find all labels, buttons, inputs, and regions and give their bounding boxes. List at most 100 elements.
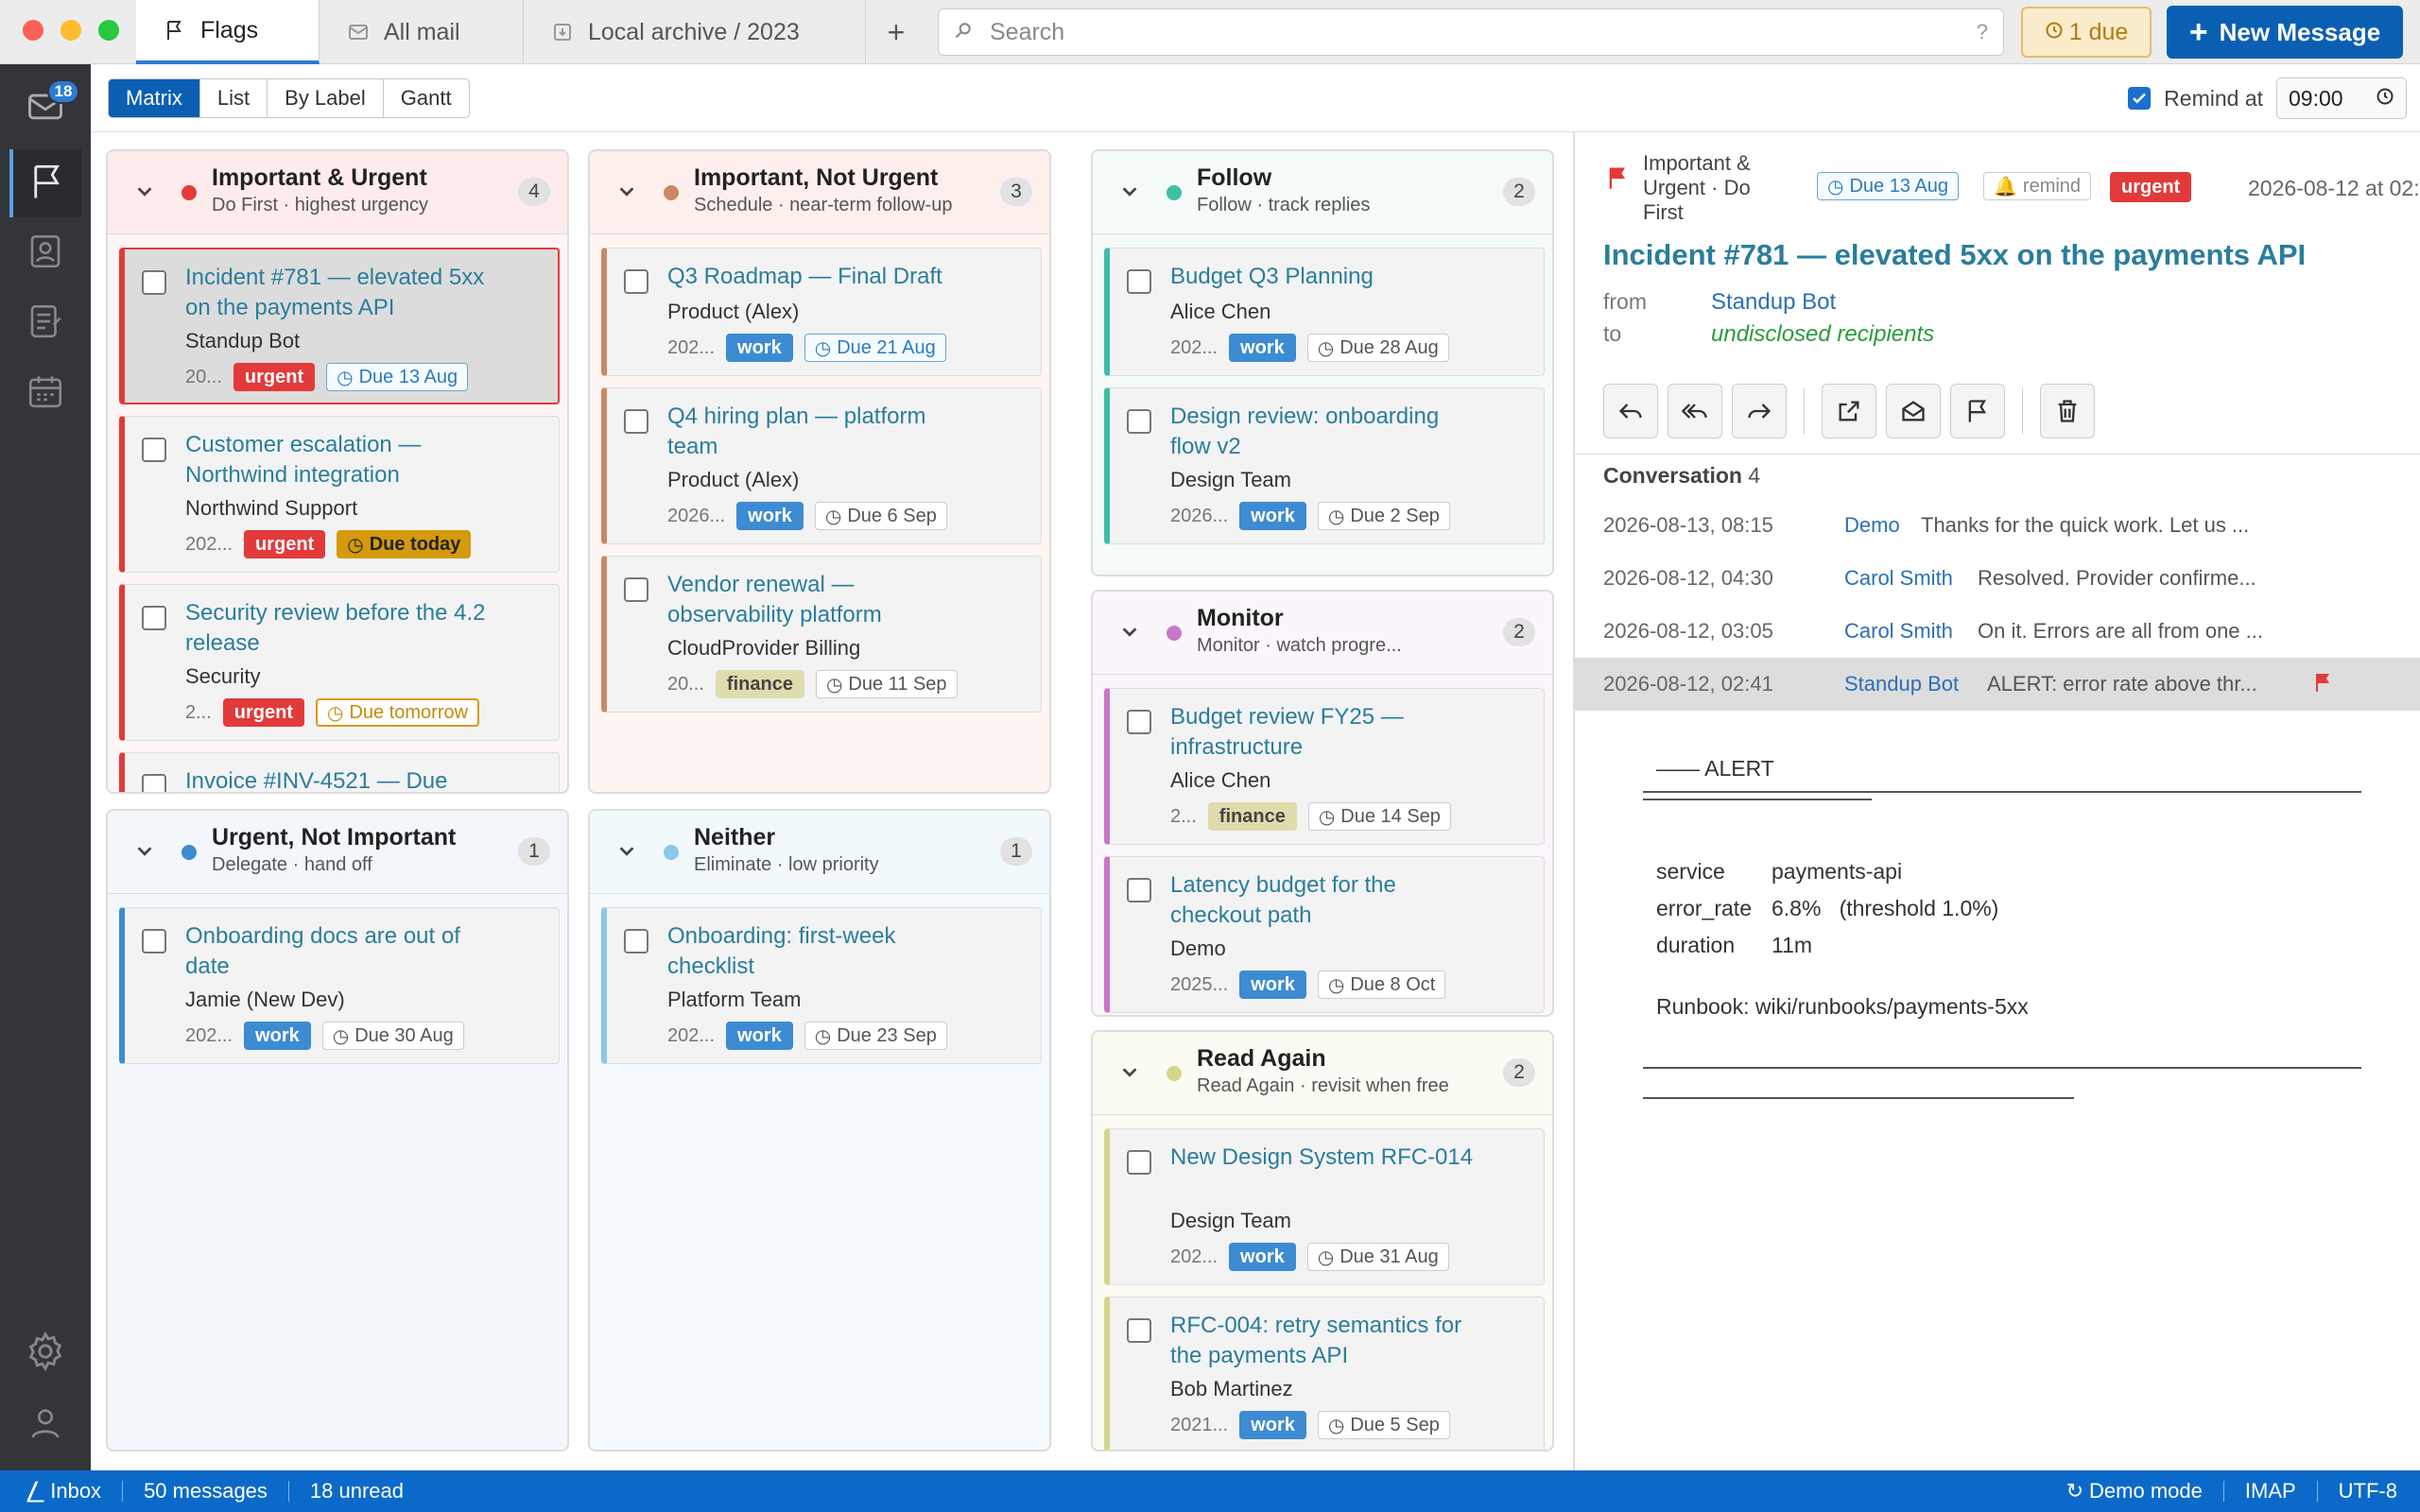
conversation-row[interactable]: 2026-08-12, 03:05 Carol Smith On it. Err… — [1575, 605, 2420, 658]
card-checkbox[interactable] — [1127, 409, 1151, 434]
flag-card[interactable]: Invoice #INV-4521 — Due — [119, 752, 560, 794]
card-title[interactable]: RFC-004: retry semantics for the payment… — [1170, 1313, 1462, 1368]
flag-card[interactable]: Budget review FY25 — infrastructure Alic… — [1104, 688, 1545, 845]
column-header[interactable]: Monitor Monitor · watch progre... 2 — [1093, 592, 1552, 675]
flag-card[interactable]: RFC-004: retry semantics for the payment… — [1104, 1297, 1545, 1450]
chevron-down-icon[interactable] — [1119, 1062, 1140, 1083]
flag-card[interactable]: New Design System RFC-014 Design Team 20… — [1104, 1128, 1545, 1285]
column-header[interactable]: Neither Eliminate · low priority 1 — [590, 811, 1049, 894]
due-button[interactable]: 1 due — [2021, 7, 2152, 58]
view-gantt[interactable]: Gantt — [400, 86, 452, 110]
rail-contacts-button[interactable] — [9, 219, 81, 287]
card-checkbox[interactable] — [624, 577, 648, 602]
view-by-label[interactable]: By Label — [268, 79, 384, 117]
status-mode[interactable]: ↻ Demo mode — [2046, 1479, 2223, 1503]
card-checkbox[interactable] — [1127, 269, 1151, 294]
card-checkbox[interactable] — [142, 270, 166, 295]
flag-button[interactable] — [1950, 384, 2005, 438]
card-checkbox[interactable] — [1127, 710, 1151, 734]
card-title[interactable]: Incident #781 — elevated 5xx on the paym… — [185, 265, 485, 320]
search-help-icon[interactable]: ? — [1976, 20, 1988, 43]
conversation-row[interactable]: 2026-08-13, 08:15 Demo Thanks for the qu… — [1575, 499, 2420, 552]
chevron-down-icon[interactable] — [616, 181, 637, 202]
card-title[interactable]: Customer escalation — Northwind integrat… — [185, 432, 422, 488]
tag-badge: urgent — [2110, 172, 2192, 202]
card-title[interactable]: Vendor renewal — observability platform — [667, 572, 882, 627]
card-checkbox[interactable] — [1127, 1318, 1151, 1343]
view-matrix[interactable]: Matrix — [109, 79, 200, 117]
card-checkbox[interactable] — [1127, 1150, 1151, 1175]
open-external-button[interactable] — [1822, 384, 1876, 438]
rail-notes-button[interactable] — [9, 289, 81, 357]
zoom-window-button[interactable] — [98, 20, 119, 41]
chevron-down-icon[interactable] — [134, 181, 155, 202]
reply-all-button[interactable] — [1668, 384, 1722, 438]
flag-card[interactable]: Security review before the 4.2 release S… — [119, 584, 560, 741]
flag-card[interactable]: Design review: onboarding flow v2 Design… — [1104, 387, 1545, 544]
flag-card[interactable]: Onboarding: first-week checklist Platfor… — [601, 907, 1042, 1064]
rail-calendar-button[interactable] — [9, 359, 81, 427]
column-header[interactable]: Read Again Read Again · revisit when fre… — [1093, 1032, 1552, 1115]
view-list[interactable]: List — [200, 79, 268, 117]
flag-card[interactable]: Budget Q3 Planning Alice Chen 202... wor… — [1104, 248, 1545, 376]
new-message-button[interactable]: + New Message — [2167, 6, 2403, 59]
delete-button[interactable] — [2040, 384, 2095, 438]
column-header[interactable]: Follow Follow · track replies 2 — [1093, 151, 1552, 234]
flag-card[interactable]: Incident #781 — elevated 5xx on the paym… — [119, 248, 560, 404]
chevron-down-icon[interactable] — [616, 841, 637, 862]
flag-card[interactable]: Onboarding docs are out of date Jamie (N… — [119, 907, 560, 1064]
from-value[interactable]: Standup Bot — [1711, 289, 1837, 315]
flag-card[interactable]: Q3 Roadmap — Final Draft Product (Alex) … — [601, 248, 1042, 376]
mark-unread-button[interactable] — [1886, 384, 1941, 438]
card-title[interactable]: Onboarding: first-week checklist — [667, 923, 896, 979]
conversation-row-selected[interactable]: 2026-08-12, 02:41 Standup Bot ALERT: err… — [1575, 658, 2420, 711]
card-checkbox[interactable] — [142, 606, 166, 630]
conversation-row[interactable]: 2026-08-12, 04:30 Carol Smith Resolved. … — [1575, 552, 2420, 605]
remind-checkbox[interactable] — [2128, 87, 2152, 110]
remind-time-input[interactable]: 09:00 — [2276, 77, 2407, 119]
rail-account-button[interactable] — [9, 1391, 81, 1459]
forward-button[interactable] — [1732, 384, 1787, 438]
card-title[interactable]: Invoice #INV-4521 — Due — [185, 768, 448, 794]
card-title[interactable]: New Design System RFC-014 — [1170, 1144, 1474, 1170]
tab-all-mail[interactable]: All mail — [320, 0, 524, 64]
flag-card[interactable]: Vendor renewal — observability platform … — [601, 556, 1042, 713]
minimize-window-button[interactable] — [60, 20, 81, 41]
column-header[interactable]: Important, Not Urgent Schedule · near-te… — [590, 151, 1049, 234]
card-checkbox[interactable] — [142, 438, 166, 462]
chevron-down-icon[interactable] — [1119, 622, 1140, 643]
close-window-button[interactable] — [23, 20, 43, 41]
card-checkbox[interactable] — [142, 774, 166, 792]
card-title[interactable]: Q4 hiring plan — platform team — [667, 404, 926, 459]
tab-flags[interactable]: Flags — [136, 0, 320, 64]
reply-button[interactable] — [1603, 384, 1658, 438]
card-checkbox[interactable] — [142, 929, 166, 954]
card-title[interactable]: Q3 Roadmap — Final Draft — [667, 264, 942, 289]
chevron-down-icon[interactable] — [1119, 181, 1140, 202]
card-checkbox[interactable] — [624, 409, 648, 434]
card-title[interactable]: Design review: onboarding flow v2 — [1170, 404, 1440, 459]
status-folder[interactable]: ⎳ Inbox — [0, 1479, 122, 1503]
card-checkbox[interactable] — [1127, 878, 1151, 902]
chevron-down-icon[interactable] — [134, 841, 155, 862]
rail-mail-button[interactable]: 18 — [9, 74, 81, 142]
card-checkbox[interactable] — [624, 929, 648, 954]
column-header[interactable]: Urgent, Not Important Delegate · hand of… — [108, 811, 567, 894]
card-title[interactable]: Budget Q3 Planning — [1170, 264, 1374, 289]
flag-card[interactable]: Customer escalation — Northwind integrat… — [119, 416, 560, 573]
card-checkbox[interactable] — [624, 269, 648, 294]
due-text: Due 21 Aug — [837, 336, 936, 358]
search-input[interactable]: Search ? — [938, 9, 2004, 56]
flag-card[interactable]: Q4 hiring plan — platform team Product (… — [601, 387, 1042, 544]
card-title[interactable]: Security review before the 4.2 release — [185, 600, 486, 656]
rail-settings-button[interactable] — [9, 1319, 81, 1387]
column-header[interactable]: Important & Urgent Do First · highest ur… — [108, 151, 567, 234]
card-title[interactable]: Onboarding docs are out of date — [185, 923, 460, 979]
tab-local-archive[interactable]: Local archive / 2023 — [524, 0, 866, 64]
card-title[interactable]: Budget review FY25 — infrastructure — [1170, 704, 1404, 760]
new-tab-button[interactable]: + — [887, 15, 906, 49]
card-title[interactable]: Latency budget for the checkout path — [1170, 872, 1396, 928]
rail-flags-button[interactable] — [9, 149, 81, 217]
reply-all-icon — [1681, 404, 1707, 419]
flag-card[interactable]: Latency budget for the checkout path Dem… — [1104, 856, 1545, 1013]
